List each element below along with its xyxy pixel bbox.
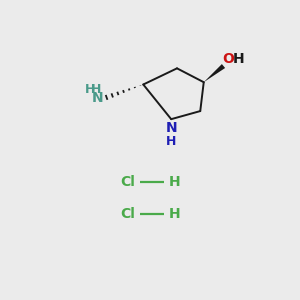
Text: H: H xyxy=(233,52,244,66)
Text: Cl: Cl xyxy=(121,175,136,188)
Text: Cl: Cl xyxy=(121,207,136,221)
Polygon shape xyxy=(204,64,225,82)
Text: H: H xyxy=(169,175,181,188)
Text: H: H xyxy=(91,82,101,96)
Text: N: N xyxy=(165,121,177,135)
Text: H: H xyxy=(166,135,176,148)
Text: O: O xyxy=(222,52,234,66)
Text: N: N xyxy=(92,92,103,105)
Text: H: H xyxy=(169,207,181,221)
Text: H: H xyxy=(85,82,95,96)
